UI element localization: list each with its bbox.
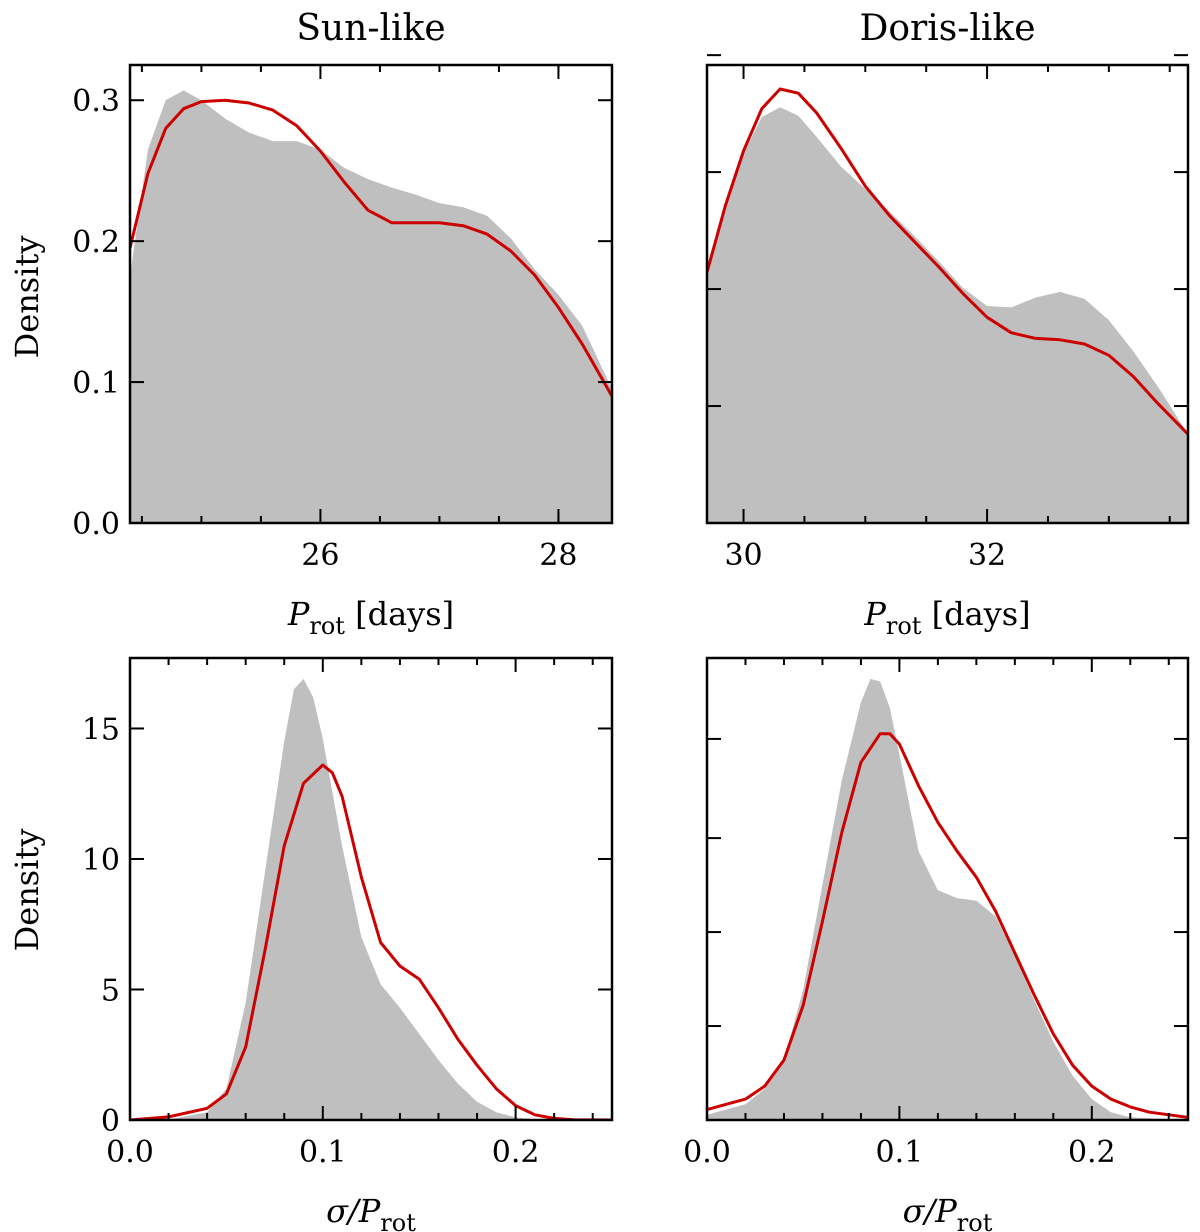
axes-frame: [705, 656, 1190, 1122]
x-tick-label: 28: [539, 538, 577, 573]
axes-frame: [128, 63, 614, 525]
x-axis-label-symbol: σ/P: [903, 1192, 958, 1230]
y-tick-label: 0.0: [72, 507, 120, 542]
axes-frame: [128, 656, 614, 1122]
panel-title: Sun-like: [296, 8, 445, 49]
x-axis-label-subscript: rot: [886, 612, 922, 640]
panel-sun_sigma: 0.0 0.1 0.2 0 5 10 15 Density σ/Prot: [8, 656, 614, 1232]
x-tick-label: 0.2: [492, 1135, 540, 1170]
panel-doris_sigma: 0.0 0.1 0.2 σ/Prot: [683, 656, 1190, 1232]
y-tick-label: 0.3: [72, 84, 120, 119]
panel-title: Doris-like: [859, 8, 1035, 49]
y-tick-label: 15: [82, 712, 120, 747]
y-tick-label: 0.1: [72, 366, 120, 401]
x-axis-label: σ/Prot: [903, 1192, 993, 1232]
y-tick-label: 0.2: [72, 225, 120, 260]
y-axis-label: Density: [8, 236, 46, 359]
x-axis-label: σ/Prot: [326, 1192, 416, 1232]
x-tick-label: 0.0: [106, 1135, 154, 1170]
x-axis-label: Prot [days]: [863, 595, 1030, 640]
x-axis-label-symbol: P: [287, 595, 310, 633]
y-axis-label: Density: [8, 829, 46, 952]
y-tick-label: 5: [101, 973, 120, 1008]
x-axis-label-symbol: σ/P: [326, 1192, 381, 1230]
series-filled-area: [130, 678, 612, 1120]
x-tick-label: 30: [724, 538, 762, 573]
x-axis-label: Prot [days]: [287, 595, 454, 640]
x-axis-label-symbol: P: [863, 595, 886, 633]
plot-area: [130, 90, 612, 523]
series-filled-area: [707, 678, 1188, 1120]
x-axis-label-unit: [days]: [921, 595, 1030, 633]
x-tick-label: 32: [968, 538, 1006, 573]
x-axis-label-subscript: rot: [309, 612, 345, 640]
series-red-line: [130, 98, 612, 397]
series-filled-area: [707, 107, 1188, 523]
panel-sun_prot: 26 28 0.0 0.1 0.2 0.3 Sun-like Density Prot [day…: [8, 8, 614, 640]
y-tick-label: 0: [101, 1104, 120, 1139]
x-axis-label-unit: [days]: [345, 595, 454, 633]
x-tick-label: 0.2: [1068, 1135, 1116, 1170]
axes-frame: [705, 63, 1190, 525]
y-tick-label: 10: [82, 843, 120, 878]
x-axis-label-subscript: rot: [957, 1209, 993, 1232]
x-tick-label: 26: [301, 538, 339, 573]
x-tick-label: 0.0: [683, 1135, 731, 1170]
panel-doris_prot: 30 32 Doris-like Prot [days]: [705, 8, 1190, 640]
series-red-line: [130, 763, 612, 1120]
series-red-line: [707, 732, 1188, 1119]
x-tick-label: 0.1: [299, 1135, 347, 1170]
series-filled-area: [130, 90, 612, 523]
x-tick-label: 0.1: [876, 1135, 924, 1170]
series-red-line: [707, 87, 1188, 436]
plot-area: [130, 678, 612, 1120]
plot-area: [707, 678, 1188, 1120]
x-axis-label-subscript: rot: [380, 1209, 416, 1232]
plot-area: [707, 87, 1188, 523]
